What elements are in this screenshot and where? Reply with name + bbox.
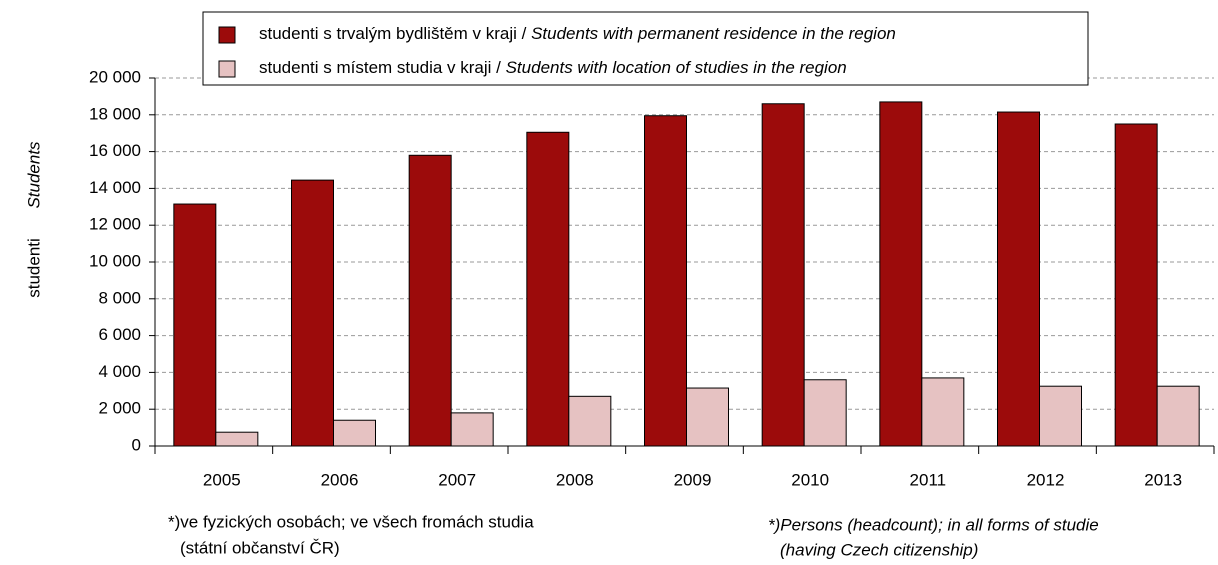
y-tick-label: 10 000 <box>89 251 141 270</box>
bar <box>568 395 612 447</box>
y-axis-label: studenti <box>24 238 43 298</box>
bar <box>803 379 847 447</box>
y-tick-label: 6 000 <box>98 325 141 344</box>
y-tick-label: 12 000 <box>89 215 141 234</box>
legend-box <box>202 11 1089 86</box>
bar <box>761 103 805 447</box>
bar <box>879 101 923 447</box>
bar <box>408 154 452 447</box>
x-tick-label: 2006 <box>321 470 359 489</box>
x-tick-label: 2011 <box>910 470 947 489</box>
legend-label: studenti s místem studia v kraji / Stude… <box>259 58 847 77</box>
bar <box>291 179 334 447</box>
x-tick-label: 2005 <box>203 470 241 489</box>
y-tick-label: 8 000 <box>98 288 141 307</box>
note: *)Persons (headcount); in all forms of s… <box>768 515 1099 534</box>
bar <box>1039 385 1082 447</box>
bar <box>450 412 494 447</box>
bar <box>644 115 687 447</box>
y-tick-label: 16 000 <box>89 141 141 160</box>
bar <box>921 377 965 447</box>
y-tick-label: 18 000 <box>89 104 141 123</box>
x-tick-label: 2007 <box>438 470 476 489</box>
bar <box>215 431 259 447</box>
y-tick-label: 0 <box>132 435 141 454</box>
y-tick-label: 20 000 <box>89 67 141 86</box>
note: (having Czech citizenship) <box>780 540 978 559</box>
bar <box>686 387 729 447</box>
y-tick-label: 14 000 <box>89 178 141 197</box>
legend-swatch <box>218 60 236 78</box>
note: *)ve fyzických osobách; ve všech fromách… <box>168 512 534 531</box>
x-tick-label: 2010 <box>791 470 829 489</box>
bar <box>1156 385 1200 447</box>
x-tick-label: 2013 <box>1144 470 1182 489</box>
bar <box>173 203 217 447</box>
y-axis-label: Students <box>24 141 43 209</box>
legend-swatch <box>218 26 236 44</box>
note: (státní občanství ČR) <box>180 538 340 557</box>
x-tick-label: 2012 <box>1027 470 1065 489</box>
x-tick-label: 2008 <box>556 470 594 489</box>
bar <box>526 131 570 447</box>
y-tick-label: 4 000 <box>98 362 141 381</box>
y-tick-label: 2 000 <box>98 399 141 418</box>
bar <box>333 419 376 447</box>
legend-label: studenti s trvalým bydlištěm v kraji / S… <box>259 24 896 43</box>
x-tick-label: 2009 <box>674 470 712 489</box>
bar <box>997 111 1040 447</box>
bar <box>1114 123 1158 447</box>
